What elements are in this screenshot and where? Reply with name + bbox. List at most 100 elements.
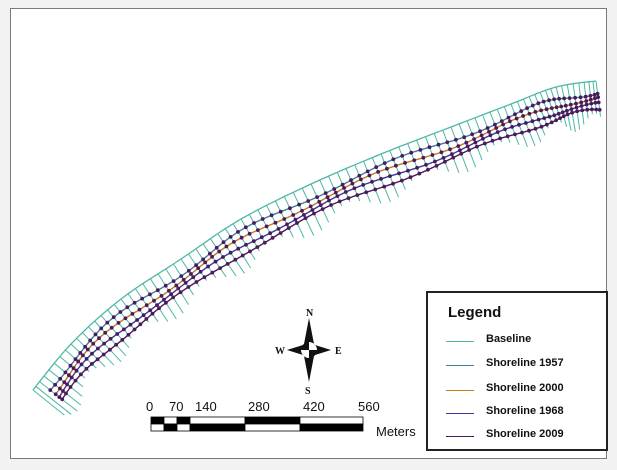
intersection-point xyxy=(259,235,264,240)
intersection-point xyxy=(370,179,374,184)
intersection-point xyxy=(406,168,410,173)
intersection-point xyxy=(152,298,156,303)
intersection-point xyxy=(125,305,130,310)
intersection-point xyxy=(69,375,74,380)
transect-line xyxy=(127,293,149,323)
intersection-point xyxy=(108,336,113,341)
scale-bar-segment xyxy=(189,416,246,425)
intersection-point xyxy=(573,95,577,100)
intersection-point xyxy=(565,108,569,113)
intersection-point xyxy=(579,100,584,105)
intersection-point xyxy=(501,122,505,127)
intersection-point xyxy=(68,363,73,368)
intersection-point xyxy=(374,165,379,170)
intersection-point xyxy=(78,351,83,355)
intersection-point xyxy=(323,191,328,196)
intersection-point xyxy=(589,101,594,106)
intersection-point xyxy=(355,193,360,198)
scale-tick-label: 560 xyxy=(358,399,380,414)
intersection-point xyxy=(53,392,58,397)
intersection-point xyxy=(114,342,118,347)
intersection-point xyxy=(135,318,139,322)
intersection-point xyxy=(441,156,446,160)
intersection-point xyxy=(464,140,469,145)
intersection-point xyxy=(236,230,240,234)
intersection-point xyxy=(394,163,398,168)
intersection-point xyxy=(539,108,543,113)
intersection-point xyxy=(530,119,535,124)
intersection-point xyxy=(179,274,184,278)
intersection-point xyxy=(144,303,149,308)
scale-unit-label: Meters xyxy=(376,424,416,439)
intersection-point xyxy=(391,181,395,186)
intersection-point xyxy=(155,288,160,293)
intersection-point xyxy=(391,157,396,162)
intersection-point xyxy=(514,116,519,121)
intersection-point xyxy=(306,199,311,203)
scale-bar-segment xyxy=(299,423,364,432)
intersection-point xyxy=(76,359,81,364)
scale-bar-segment xyxy=(176,423,191,432)
intersection-point xyxy=(79,372,83,377)
legend-item-shoreline-2000: Shoreline 2000 xyxy=(446,382,606,398)
intersection-point xyxy=(221,255,225,259)
legend-item-shoreline-1957: Shoreline 1957 xyxy=(446,357,606,373)
intersection-point xyxy=(575,109,579,114)
intersection-point xyxy=(217,249,222,254)
intersection-point xyxy=(273,220,278,225)
intersection-point xyxy=(240,253,245,258)
intersection-point xyxy=(132,300,137,305)
intersection-point xyxy=(252,221,256,225)
intersection-point xyxy=(198,269,203,274)
intersection-point xyxy=(527,111,532,116)
intersection-point xyxy=(434,163,439,168)
intersection-point xyxy=(58,386,62,391)
intersection-point xyxy=(118,310,123,314)
intersection-point xyxy=(560,110,565,115)
intersection-point xyxy=(73,357,78,361)
intersection-point xyxy=(549,106,554,110)
intersection-point xyxy=(470,132,475,137)
transect-line xyxy=(32,389,65,416)
intersection-point xyxy=(91,341,96,346)
intersection-point xyxy=(332,187,337,191)
intersection-point xyxy=(295,221,299,225)
legend-item-label: Shoreline 1968 xyxy=(486,405,564,417)
scale-bar-segment xyxy=(176,416,191,425)
intersection-point xyxy=(325,195,330,200)
compass-south-point xyxy=(304,356,314,382)
intersection-point xyxy=(350,181,355,186)
intersection-point xyxy=(90,362,94,366)
legend-swatch xyxy=(446,341,474,342)
intersection-point xyxy=(132,327,137,332)
intersection-point xyxy=(357,173,362,178)
legend-swatch xyxy=(446,390,474,391)
intersection-point xyxy=(194,280,199,284)
intersection-point xyxy=(194,263,199,268)
intersection-point xyxy=(439,150,444,155)
intersection-point xyxy=(163,283,168,288)
intersection-point xyxy=(244,242,248,247)
intersection-point xyxy=(248,249,252,254)
intersection-point xyxy=(176,286,181,291)
intersection-point xyxy=(490,138,495,143)
intersection-point xyxy=(436,142,441,147)
intersection-point xyxy=(574,105,579,110)
intersection-point xyxy=(278,231,283,235)
intersection-point xyxy=(159,294,164,298)
intersection-point xyxy=(315,195,319,200)
transect-intersection-points xyxy=(48,91,602,402)
intersection-point xyxy=(399,178,404,183)
intersection-point xyxy=(206,264,211,269)
intersection-point xyxy=(196,266,201,271)
intersection-point xyxy=(148,308,153,313)
intersection-point xyxy=(335,194,340,199)
intersection-point xyxy=(260,217,265,221)
intersection-point xyxy=(221,240,226,245)
intersection-point xyxy=(228,250,233,255)
intersection-point xyxy=(552,113,557,118)
intersection-point xyxy=(558,116,562,120)
intersection-point xyxy=(503,127,507,132)
legend-title: Legend xyxy=(448,304,502,321)
scale-tick-label: 280 xyxy=(248,399,270,414)
